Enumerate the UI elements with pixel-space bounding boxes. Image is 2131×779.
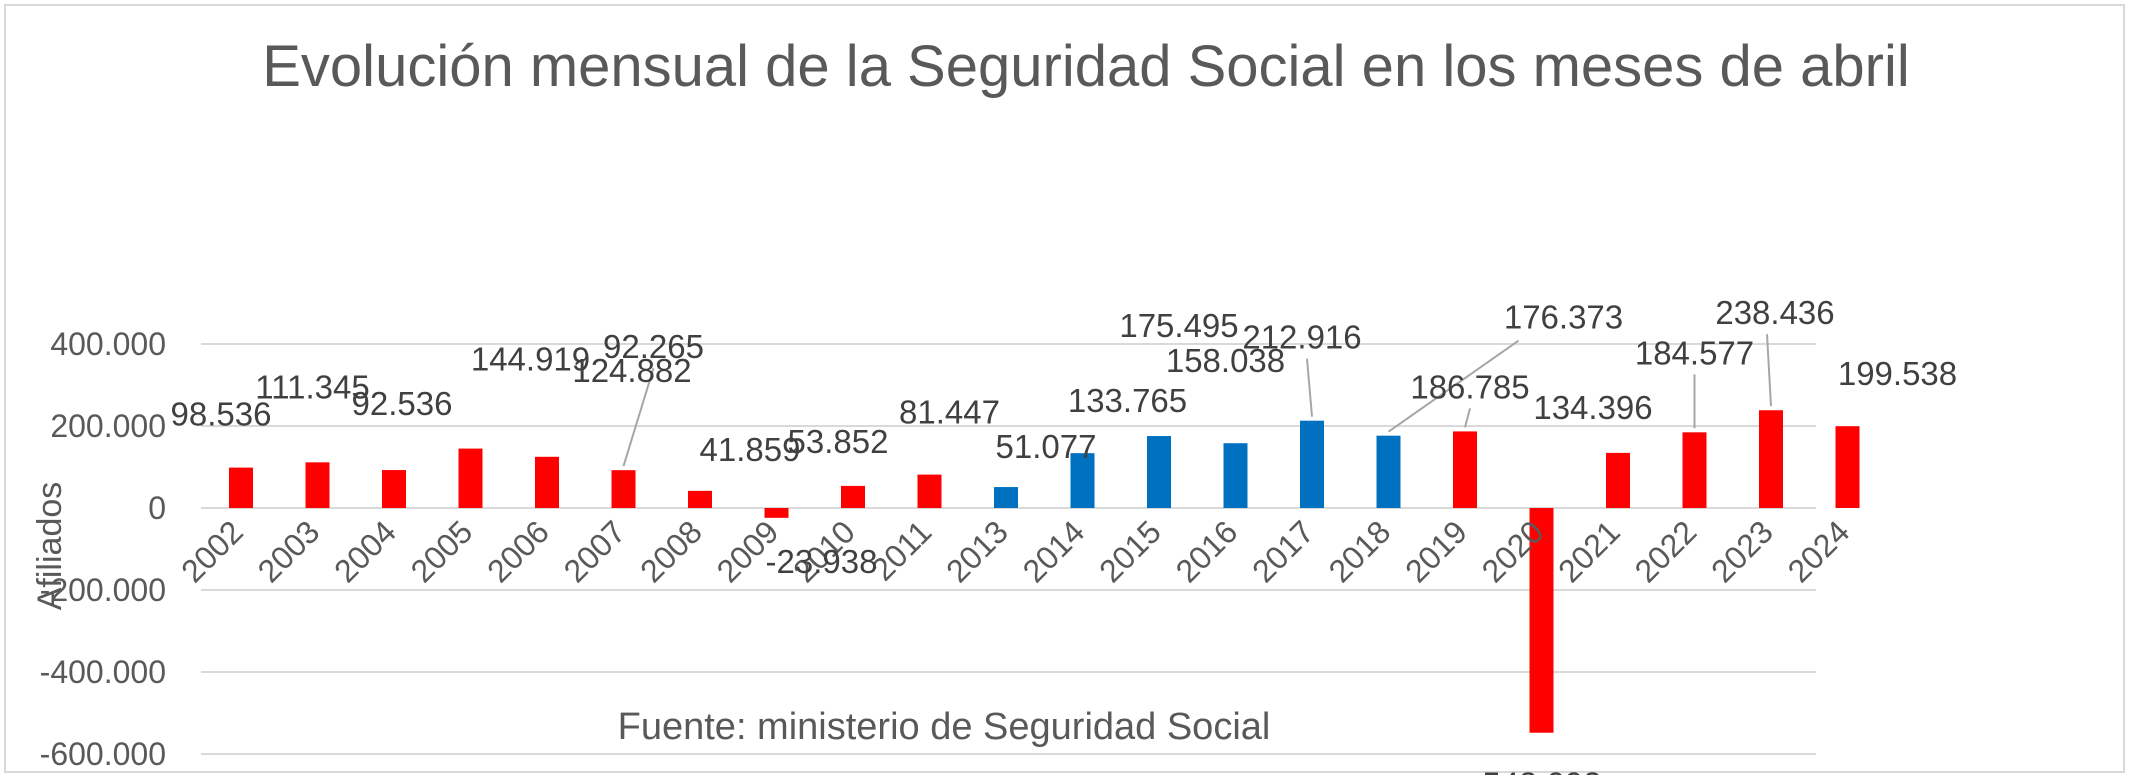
data-label-2022: 184.577: [1635, 334, 1754, 371]
bar-2013: [994, 487, 1018, 508]
bar-2014: [1070, 453, 1095, 508]
data-label-2023: 238.436: [1715, 294, 1834, 331]
data-label-2005: 144.919: [471, 341, 590, 378]
leader-line-2019: [1464, 408, 1471, 428]
data-label-2015: 175.495: [1119, 307, 1238, 344]
bar-2009: [764, 508, 789, 518]
bar-2018: [1376, 435, 1401, 508]
category-label-2015: 2015: [1092, 513, 1168, 589]
data-label-2011: 81.447: [899, 394, 1000, 431]
category-label-2014: 2014: [1016, 513, 1092, 589]
y-tick-label: 0: [148, 490, 166, 526]
bar-2023: [1759, 410, 1783, 508]
source-note: Fuente: ministerio de Seguridad Social: [618, 706, 1271, 748]
data-label-2002: 98.536: [171, 396, 272, 433]
data-label-2017: 212.916: [1242, 319, 1361, 356]
bar-2006: [535, 456, 559, 508]
y-tick-labels: 400.000 200.000 0 -200.000 -400.000 -600.000: [40, 326, 166, 772]
data-label-2009: -23.938: [766, 543, 878, 580]
category-label-2004: 2004: [327, 513, 403, 589]
bar-2011: [917, 474, 942, 508]
data-label-2019: 186.785: [1410, 368, 1529, 405]
data-label-2024: 199.538: [1838, 355, 1957, 392]
category-label-2008: 2008: [633, 513, 709, 589]
data-label-2004: 92.536: [352, 385, 453, 422]
y-tick-label: -600.000: [40, 736, 166, 772]
bar-2017: [1300, 420, 1324, 508]
bar-2022: [1682, 432, 1707, 508]
category-label-2023: 2023: [1704, 513, 1780, 589]
data-label-2008: 41.859: [700, 431, 801, 468]
bar-2005: [458, 448, 483, 508]
category-label-2018: 2018: [1322, 513, 1398, 589]
category-label-2002: 2002: [174, 513, 250, 589]
category-label-2022: 2022: [1628, 513, 1704, 589]
bar-2019: [1453, 431, 1477, 508]
data-label-2013: 51.077: [996, 428, 1097, 465]
data-label-2020: -548.093: [1471, 766, 1601, 775]
label-leader-lines: [622, 334, 1772, 467]
y-tick-label: 400.000: [50, 326, 166, 362]
category-label-2024: 2024: [1781, 513, 1857, 589]
data-label-2003: 111.345: [255, 368, 369, 405]
bars: [229, 410, 1860, 733]
data-label-2016: 158.038: [1166, 342, 1285, 379]
data-label-2006: 124.882: [572, 352, 691, 389]
chart-svg: 400.000200.0000-200.000-400.000-600.000 …: [31, 34, 1958, 775]
bar-2024: [1835, 426, 1860, 508]
bar-2007: [611, 470, 636, 508]
category-label-2019: 2019: [1398, 513, 1474, 589]
y-axis-title: Afiliados: [31, 482, 69, 611]
x-category-labels: 2002 2003 2004 2005 2006 2007 2008 2009 2010 2011…: [174, 513, 1856, 589]
leader-line-2018: [1387, 339, 1520, 433]
bar-2003: [305, 462, 330, 508]
bar-2004: [382, 470, 406, 508]
leader-line-2017: [1306, 358, 1313, 417]
category-label-2003: 2003: [251, 513, 327, 589]
category-label-2006: 2006: [480, 513, 556, 589]
data-label-2010: 53.852: [788, 423, 889, 460]
category-label-2016: 2016: [1169, 513, 1245, 589]
category-label-2005: 2005: [404, 513, 480, 589]
chart-frame: 400.000 200.000 0 -200.000 -400.000 -600.000 …: [4, 4, 2125, 775]
bar-2016: [1223, 443, 1248, 508]
bar-2010: [841, 485, 865, 508]
category-label-2007: 2007: [557, 513, 633, 589]
bar-2002: [229, 467, 253, 508]
data-label-2007: 92.265: [603, 328, 704, 365]
y-tick-label: -200.000: [40, 572, 166, 608]
data-label-2014: 133.765: [1068, 382, 1187, 419]
data-label-2021: 134.396: [1533, 389, 1652, 426]
chart-title: Evolución mensual de la Seguridad Social…: [262, 34, 1910, 99]
leader-line-2007: [622, 367, 655, 467]
y-tick-label: 200.000: [50, 408, 166, 444]
data-label-2018: 176.373: [1504, 299, 1623, 336]
category-label-2017: 2017: [1245, 513, 1321, 589]
category-label-2021: 2021: [1551, 513, 1627, 589]
bar-2020: [1529, 508, 1554, 733]
y-tick-label: -400.000: [40, 654, 166, 690]
bar-2008: [688, 490, 712, 508]
bar-2015: [1147, 436, 1171, 508]
leader-line-2023: [1766, 334, 1772, 407]
bar-2021: [1606, 452, 1630, 508]
category-label-2013: 2013: [939, 513, 1015, 589]
